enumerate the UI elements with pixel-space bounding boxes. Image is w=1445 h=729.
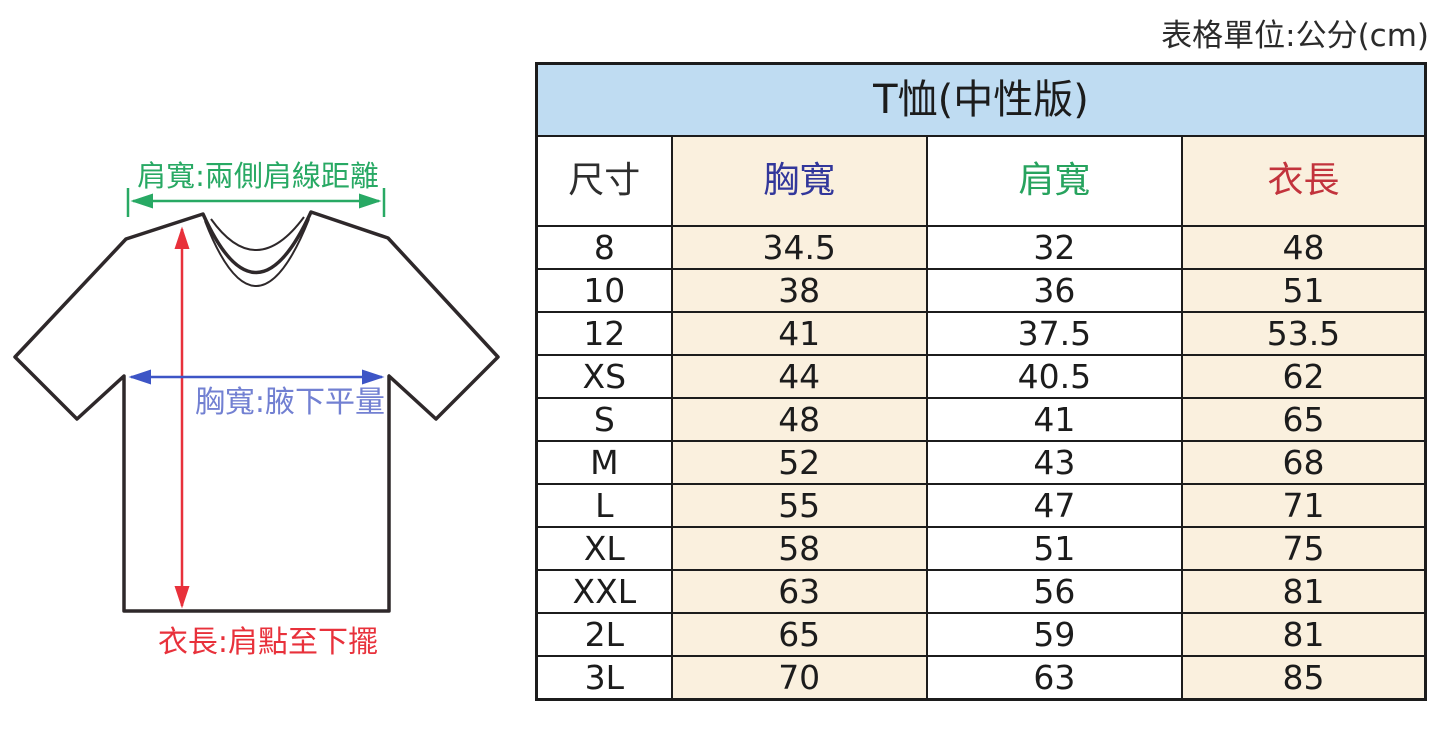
- chest-cell: 70: [670, 655, 928, 701]
- length-cell: 48: [1180, 225, 1427, 270]
- size-cell: XS: [535, 354, 673, 399]
- shoulder-cell: 47: [925, 483, 1183, 528]
- table-row: S 48 41 65: [535, 397, 1427, 442]
- chest-cell: 38: [670, 268, 928, 313]
- size-table: T恤(中性版) 尺寸 胸寬 肩寬 衣長 8 34.5 32 48 10 38 3…: [535, 62, 1427, 701]
- size-cell: XL: [535, 526, 673, 571]
- size-cell: XXL: [535, 569, 673, 614]
- tshirt-outline: [13, 210, 500, 613]
- chest-cell: 55: [670, 483, 928, 528]
- chest-cell: 41: [670, 311, 928, 356]
- chest-cell: 52: [670, 440, 928, 485]
- col-header-shoulder: 肩寬: [925, 135, 1183, 227]
- col-header-size: 尺寸: [535, 135, 673, 227]
- table-row: 10 38 36 51: [535, 268, 1427, 313]
- length-cell: 85: [1180, 655, 1427, 701]
- table-row: 8 34.5 32 48: [535, 225, 1427, 270]
- col-header-length: 衣長: [1180, 135, 1427, 227]
- shoulder-width-label: 肩寬:兩側肩線距離: [137, 159, 379, 193]
- size-cell: S: [535, 397, 673, 442]
- collar-seam-line: [204, 218, 310, 287]
- table-row: 3L 70 63 85: [535, 655, 1427, 701]
- shoulder-cell: 41: [925, 397, 1183, 442]
- shoulder-cell: 32: [925, 225, 1183, 270]
- size-cell: 12: [535, 311, 673, 356]
- chest-cell: 48: [670, 397, 928, 442]
- table-row: 2L 65 59 81: [535, 612, 1427, 657]
- length-cell: 81: [1180, 569, 1427, 614]
- table-title: T恤(中性版): [535, 62, 1427, 137]
- table-row: M 52 43 68: [535, 440, 1427, 485]
- col-header-chest: 胸寬: [670, 135, 928, 227]
- size-cell: 10: [535, 268, 673, 313]
- length-cell: 65: [1180, 397, 1427, 442]
- chest-cell: 44: [670, 354, 928, 399]
- chest-width-label: 胸寬:腋下平量: [195, 385, 385, 420]
- length-cell: 53.5: [1180, 311, 1427, 356]
- shoulder-cell: 40.5: [925, 354, 1183, 399]
- table-row: L 55 47 71: [535, 483, 1427, 528]
- length-cell: 71: [1180, 483, 1427, 528]
- unit-note: 表格單位:公分(cm): [1161, 18, 1429, 54]
- shoulder-width-arrow: [126, 188, 386, 217]
- size-cell: 2L: [535, 612, 673, 657]
- chest-cell: 63: [670, 569, 928, 614]
- table-title-row: T恤(中性版): [535, 62, 1427, 137]
- chest-cell: 58: [670, 526, 928, 571]
- size-cell: M: [535, 440, 673, 485]
- shoulder-cell: 37.5: [925, 311, 1183, 356]
- length-cell: 81: [1180, 612, 1427, 657]
- table-row: XXL 63 56 81: [535, 569, 1427, 614]
- length-cell: 75: [1180, 526, 1427, 571]
- shoulder-cell: 59: [925, 612, 1183, 657]
- table-row: 12 41 37.5 53.5: [535, 311, 1427, 356]
- shoulder-cell: 51: [925, 526, 1183, 571]
- shoulder-cell: 36: [925, 268, 1183, 313]
- table-header-row: 尺寸 胸寬 肩寬 衣長: [535, 135, 1427, 227]
- size-cell: L: [535, 483, 673, 528]
- chest-cell: 65: [670, 612, 928, 657]
- chest-cell: 34.5: [670, 225, 928, 270]
- shoulder-cell: 63: [925, 655, 1183, 701]
- length-cell: 62: [1180, 354, 1427, 399]
- table-row: XS 44 40.5 62: [535, 354, 1427, 399]
- shoulder-cell: 56: [925, 569, 1183, 614]
- back-neck-line: [210, 216, 305, 251]
- length-cell: 68: [1180, 440, 1427, 485]
- table-row: XL 58 51 75: [535, 526, 1427, 571]
- length-label: 衣長:肩點至下擺: [158, 625, 378, 660]
- size-cell: 8: [535, 225, 673, 270]
- length-cell: 51: [1180, 268, 1427, 313]
- size-cell: 3L: [535, 655, 673, 701]
- shoulder-cell: 43: [925, 440, 1183, 485]
- tshirt-measurement-diagram: 肩寬:兩側肩線距離 衣長:肩點至下擺 胸寬:腋下平量: [13, 159, 500, 660]
